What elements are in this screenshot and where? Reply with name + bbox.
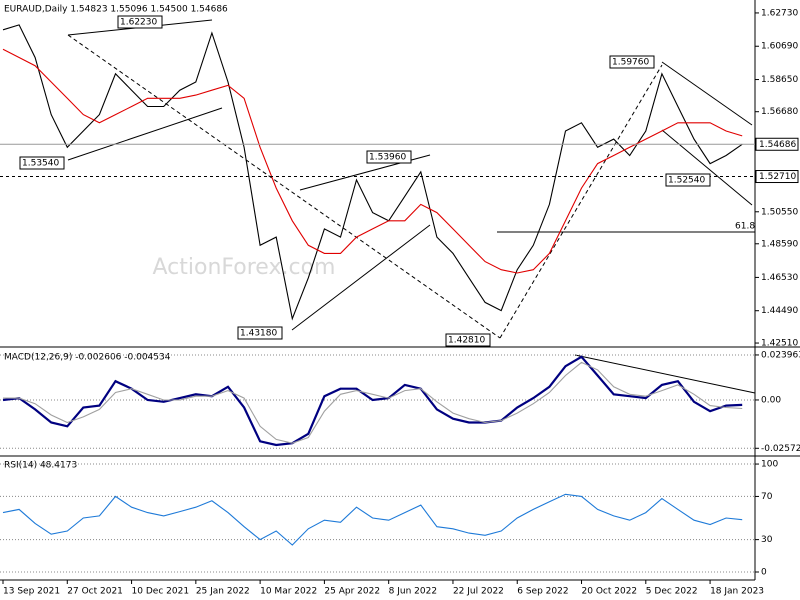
x-tick-label: 27 Oct 2021 (67, 587, 123, 597)
rsi-title: RSI(14) 48.4173 (4, 461, 77, 471)
series-line (2, 48, 743, 274)
x-tick-label: 5 Dec 2022 (646, 587, 698, 597)
annotation: 1.52540 (668, 176, 705, 186)
y-tick-label: 0.023963 (761, 350, 800, 360)
annotation-box (237, 326, 283, 340)
y-tick-label: 1.48590 (761, 239, 798, 249)
x-tick-label: 10 Mar 2022 (260, 587, 317, 597)
macd-title: MACD(12,26,9) -0.002606 -0.004534 (4, 353, 171, 363)
trend-line (661, 61, 753, 126)
y-tick-label: 1.60690 (761, 42, 798, 52)
x-tick-label: 20 Oct 2022 (582, 587, 638, 597)
trend-line (661, 129, 753, 206)
chart-title: EURAUD,Daily 1.54823 1.55096 1.54500 1.5… (4, 5, 228, 15)
series-line (2, 493, 743, 546)
x-tick-label: 8 Jun 2022 (389, 587, 437, 597)
y-tick-label: 1.58650 (761, 75, 798, 85)
y-tick-label: 1.46530 (761, 273, 798, 283)
y-tick-label: 1.44490 (761, 306, 798, 316)
annotation: 1.53960 (369, 153, 406, 163)
price-label: 1.52710 (759, 172, 796, 182)
price-box (755, 137, 799, 151)
y-tick-label: 1.56680 (761, 107, 798, 117)
y-tick-label: -0.025726 (761, 444, 800, 454)
annotation-box (19, 156, 65, 170)
annotation: 1.43180 (240, 329, 277, 339)
annotation: 1.59760 (612, 58, 649, 68)
price-box (755, 170, 799, 184)
trend-line (291, 224, 431, 331)
x-tick-label: 25 Apr 2022 (324, 587, 380, 597)
y-tick-label: 0.00 (761, 395, 781, 405)
annotation-box (117, 15, 163, 29)
trend-line (67, 107, 223, 161)
y-tick-label: 1.50550 (761, 207, 798, 217)
x-tick-label: 6 Sep 2022 (517, 587, 568, 597)
series-line (3, 361, 743, 444)
y-tick-label: 100 (761, 460, 778, 470)
y-tick-label: 1.42510 (761, 339, 798, 349)
annotation: 1.62230 (120, 18, 157, 28)
annotation: 1.53540 (22, 159, 59, 169)
series-line (2, 355, 743, 447)
annotation-box (366, 150, 412, 164)
annotation: 1.42810 (448, 336, 485, 346)
annotation-box (609, 55, 655, 69)
x-tick-label: 22 Jul 2022 (453, 587, 504, 597)
y-tick-label: 0 (761, 568, 767, 578)
y-tick-label: 70 (761, 492, 773, 502)
watermark: ActionForex.com (153, 255, 336, 280)
trend-line (574, 354, 756, 394)
price-label: 1.54686 (759, 140, 796, 150)
x-tick-label: 18 Jan 2023 (710, 587, 764, 597)
trend-line (67, 34, 501, 339)
x-tick-label: 25 Jan 2022 (196, 587, 250, 597)
x-tick-label: 10 Dec 2021 (132, 587, 190, 597)
annotation-box (665, 173, 711, 187)
x-tick-label: 13 Sep 2021 (3, 587, 60, 597)
annotation: 61.8 (735, 222, 755, 232)
annotation-box (445, 333, 491, 347)
y-tick-label: 30 (761, 535, 773, 545)
y-tick-label: 1.62730 (761, 8, 798, 18)
trend-line (499, 64, 663, 339)
